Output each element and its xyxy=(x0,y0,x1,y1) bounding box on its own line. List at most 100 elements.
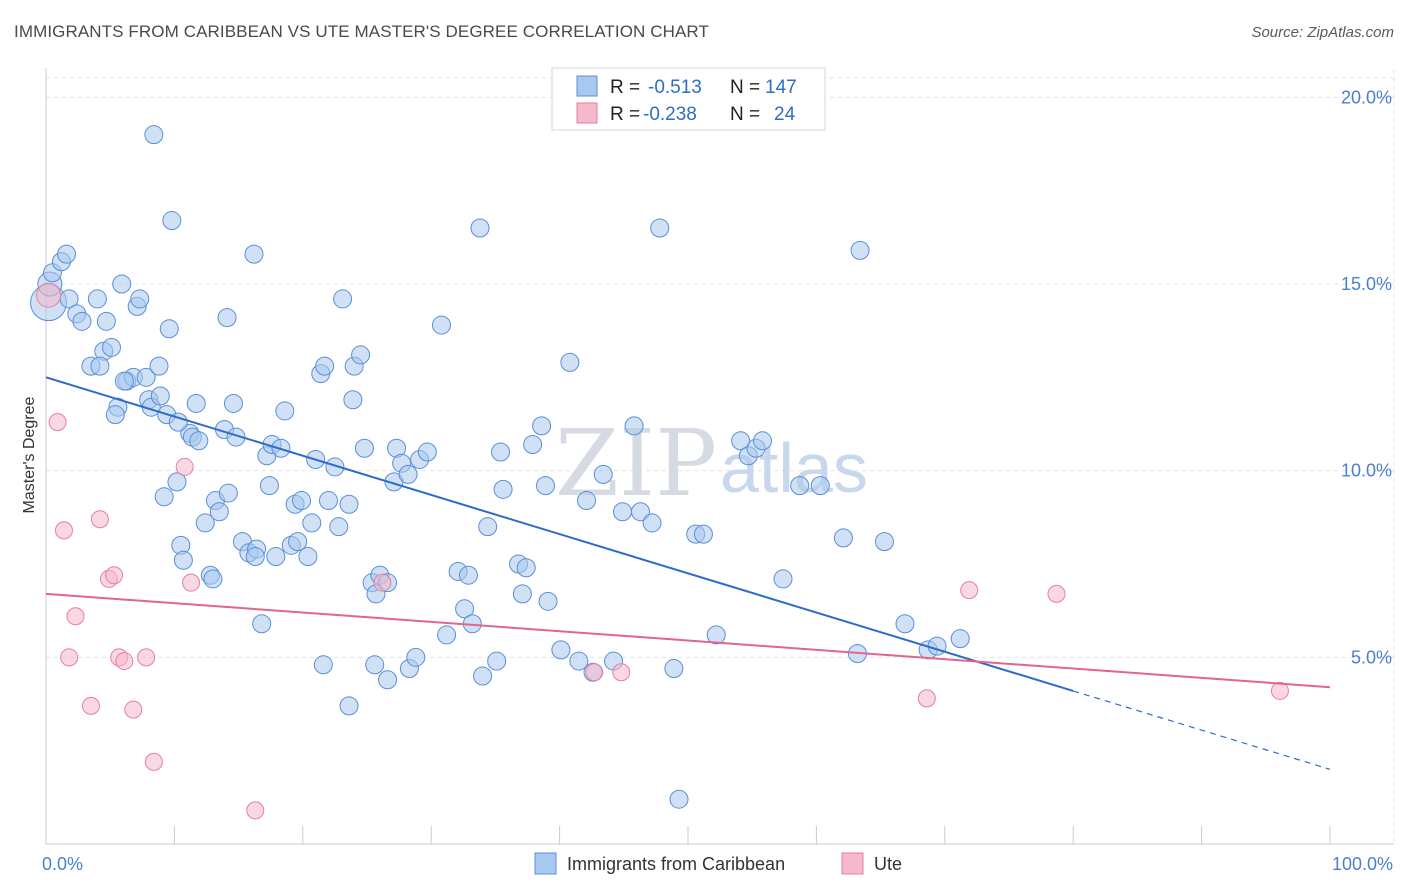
point-caribbean xyxy=(209,502,229,522)
y-tick-label: 15.0% xyxy=(1341,274,1392,294)
watermark: ZIP atlas xyxy=(555,410,868,517)
point-caribbean xyxy=(927,636,947,656)
x-tick-label: 100.0% xyxy=(1332,854,1393,874)
series-legend: Immigrants from Caribbean Ute xyxy=(534,852,902,875)
point-ute xyxy=(175,457,194,476)
point-caribbean xyxy=(96,311,116,331)
point-caribbean xyxy=(365,655,385,675)
point-caribbean xyxy=(491,442,511,462)
point-caribbean xyxy=(417,442,437,462)
trendline-caribbean-extension xyxy=(1073,690,1331,770)
point-caribbean xyxy=(523,435,543,455)
trendline-ute xyxy=(45,592,1331,689)
point-ute xyxy=(54,521,73,540)
point-caribbean xyxy=(473,666,493,686)
source-label: Source: ZipAtlas.com xyxy=(1251,24,1394,41)
point-ute xyxy=(182,573,201,592)
point-ute xyxy=(66,607,85,626)
point-caribbean xyxy=(144,125,164,145)
point-ute xyxy=(36,282,62,308)
legend-r-value-1: -0.513 xyxy=(648,77,702,98)
point-caribbean xyxy=(101,337,121,357)
point-caribbean xyxy=(318,491,338,511)
point-caribbean xyxy=(664,659,684,679)
point-caribbean xyxy=(613,502,633,522)
point-caribbean xyxy=(333,289,353,309)
point-caribbean xyxy=(114,371,134,391)
point-caribbean xyxy=(167,472,187,492)
point-caribbean xyxy=(329,517,349,537)
point-caribbean xyxy=(378,670,398,690)
point-caribbean xyxy=(159,319,179,339)
legend-r-label-1: R = xyxy=(610,77,640,98)
grid xyxy=(46,70,1395,844)
point-caribbean xyxy=(810,476,830,496)
point-caribbean xyxy=(551,640,571,660)
point-ute xyxy=(585,663,604,682)
point-caribbean xyxy=(150,386,170,406)
point-ute xyxy=(144,752,163,771)
point-caribbean xyxy=(532,416,552,436)
legend-r-value-2: -0.238 xyxy=(643,104,697,125)
point-caribbean xyxy=(487,651,507,671)
bottom-legend-swatch-caribbean xyxy=(534,852,557,875)
point-caribbean xyxy=(650,218,670,238)
point-caribbean xyxy=(455,599,475,619)
series-caribbean-points xyxy=(30,125,970,809)
point-caribbean xyxy=(302,513,322,533)
point-caribbean xyxy=(693,524,713,544)
y-axis-title: Master's Degree xyxy=(21,396,38,513)
point-caribbean xyxy=(343,390,363,410)
chart-title: IMMIGRANTS FROM CARIBBEAN VS UTE MASTER'… xyxy=(14,22,709,41)
point-caribbean xyxy=(203,569,223,589)
point-caribbean xyxy=(298,547,318,567)
point-caribbean xyxy=(292,491,312,511)
point-caribbean xyxy=(217,308,237,328)
point-ute xyxy=(1270,681,1289,700)
point-caribbean xyxy=(325,457,345,477)
point-caribbean xyxy=(173,550,193,570)
point-caribbean xyxy=(478,517,498,537)
point-caribbean xyxy=(339,696,359,716)
point-caribbean xyxy=(149,356,169,376)
point-caribbean xyxy=(706,625,726,645)
bottom-legend-label-ute: Ute xyxy=(874,854,902,874)
point-caribbean xyxy=(569,651,589,671)
point-caribbean xyxy=(275,401,295,421)
bottom-legend-swatch-ute xyxy=(841,852,864,875)
point-caribbean xyxy=(437,625,457,645)
point-caribbean xyxy=(950,629,970,649)
point-caribbean xyxy=(458,565,478,585)
point-caribbean xyxy=(516,558,536,578)
legend-swatch-ute xyxy=(576,102,598,124)
point-caribbean xyxy=(398,464,418,484)
y-tick-label: 10.0% xyxy=(1341,461,1392,481)
point-caribbean xyxy=(72,311,92,331)
point-caribbean xyxy=(895,614,915,634)
point-caribbean xyxy=(244,244,264,264)
trendlines xyxy=(45,376,1331,770)
point-ute xyxy=(373,573,392,592)
legend-n-value-1: 147 xyxy=(765,77,797,98)
point-ute xyxy=(124,700,143,719)
point-caribbean xyxy=(288,532,308,552)
point-caribbean xyxy=(223,393,243,413)
point-caribbean xyxy=(493,479,513,499)
point-ute xyxy=(60,648,79,667)
point-ute xyxy=(105,566,124,585)
point-caribbean xyxy=(790,476,810,496)
point-caribbean xyxy=(315,356,335,376)
point-caribbean xyxy=(266,547,286,567)
point-caribbean xyxy=(731,431,751,451)
point-caribbean xyxy=(57,244,77,264)
point-caribbean xyxy=(354,438,374,458)
point-ute xyxy=(90,510,109,529)
point-caribbean xyxy=(874,532,894,552)
axes xyxy=(45,68,1394,845)
point-caribbean xyxy=(186,393,206,413)
point-caribbean xyxy=(136,367,156,387)
point-caribbean xyxy=(560,352,580,372)
legend-r-label-2: R = xyxy=(610,104,640,125)
point-ute xyxy=(960,581,979,600)
point-caribbean xyxy=(406,647,426,667)
